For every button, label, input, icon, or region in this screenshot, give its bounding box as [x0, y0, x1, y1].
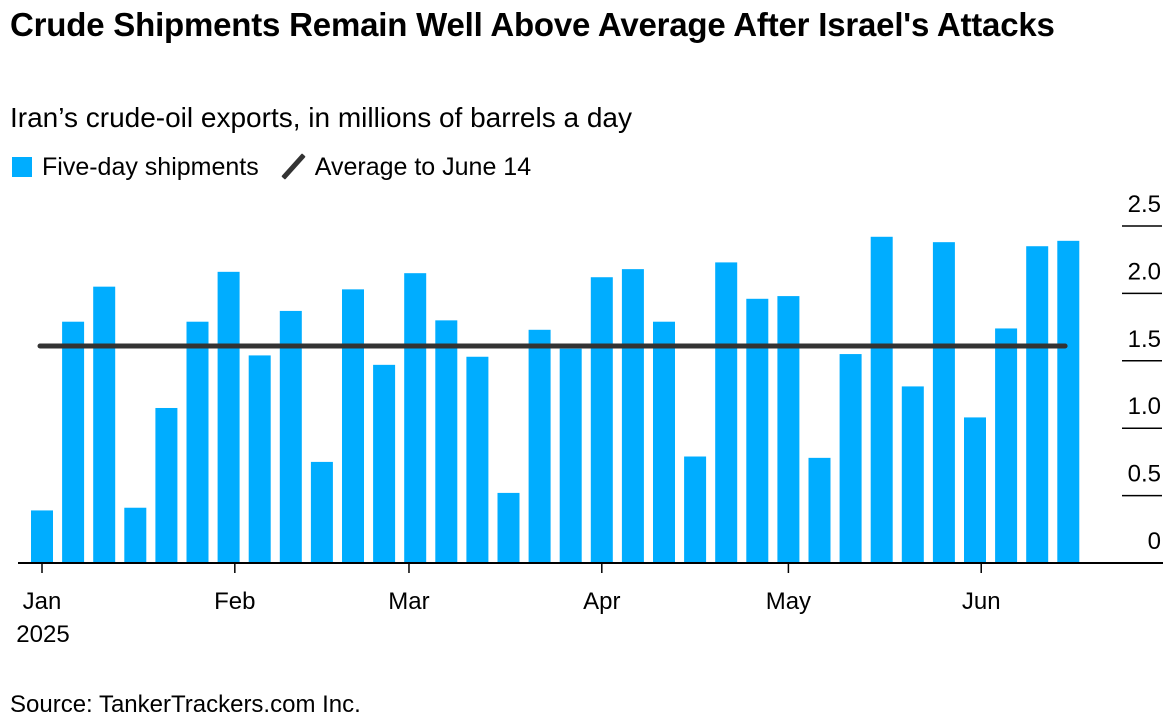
x-tick-label: Jun — [962, 588, 1001, 615]
bar — [839, 354, 862, 563]
y-tick-label: 1.5 — [1128, 326, 1161, 353]
y-tick-label: 2.5 — [1128, 191, 1161, 218]
bar — [310, 461, 333, 563]
y-tick-label: 0 — [1148, 528, 1161, 555]
bar — [404, 273, 427, 563]
bar — [684, 456, 707, 563]
bar — [1057, 240, 1080, 563]
legend: Five-day shipments Average to June 14 — [12, 152, 531, 182]
bar — [373, 364, 396, 563]
y-tick-label: 0.5 — [1128, 461, 1161, 488]
source-note: Source: TankerTrackers.com Inc. — [10, 691, 361, 718]
bar — [93, 286, 116, 563]
x-tick-label: May — [766, 588, 811, 615]
x-axis: Jan 2025 Feb Mar Apr May Jun — [16, 562, 1163, 648]
y-axis: 0 0.5 1.0 1.5 2.0 2.5 — [1122, 191, 1162, 555]
bar — [901, 386, 924, 563]
bar — [932, 242, 955, 563]
x-tick-label: Mar — [388, 588, 429, 615]
bar — [155, 407, 178, 563]
x-tick-label: Apr — [583, 588, 620, 615]
bar — [1026, 246, 1049, 563]
bar — [186, 321, 209, 563]
bar — [777, 296, 800, 563]
legend-line-label: Average to June 14 — [314, 153, 532, 181]
bar — [466, 356, 489, 563]
chart-subtitle: Iran’s crude-oil exports, in millions of… — [10, 102, 632, 133]
legend-bar-swatch-icon — [12, 157, 32, 177]
bar — [808, 457, 831, 563]
bar — [62, 321, 85, 563]
bar — [124, 507, 147, 563]
bar — [995, 328, 1018, 563]
bar — [715, 262, 738, 563]
bar — [279, 310, 302, 563]
legend-bars-label: Five-day shipments — [42, 153, 259, 181]
bar — [746, 298, 769, 563]
bar — [248, 355, 271, 563]
x-tick-sublabel: 2025 — [16, 621, 69, 648]
bar — [590, 277, 613, 563]
bar — [497, 492, 520, 563]
bar — [342, 289, 364, 563]
bar — [621, 269, 644, 563]
x-tick-label: Feb — [214, 588, 255, 615]
bar — [528, 329, 551, 563]
chart-title: Crude Shipments Remain Well Above Averag… — [10, 6, 1055, 43]
bar — [559, 348, 582, 563]
bar — [653, 321, 675, 563]
bar — [31, 510, 53, 563]
y-tick-label: 1.0 — [1128, 393, 1161, 420]
chart-plot: 0 0.5 1.0 1.5 2.0 2.5 Jan 2025 Feb Mar Apr May Jun — [16, 191, 1163, 648]
y-tick-label: 2.0 — [1128, 258, 1161, 285]
bar — [435, 320, 458, 563]
bar — [964, 417, 986, 563]
bar — [870, 236, 893, 563]
bars-group — [31, 236, 1080, 563]
x-tick-label: Jan — [23, 588, 62, 615]
bar — [217, 271, 240, 563]
